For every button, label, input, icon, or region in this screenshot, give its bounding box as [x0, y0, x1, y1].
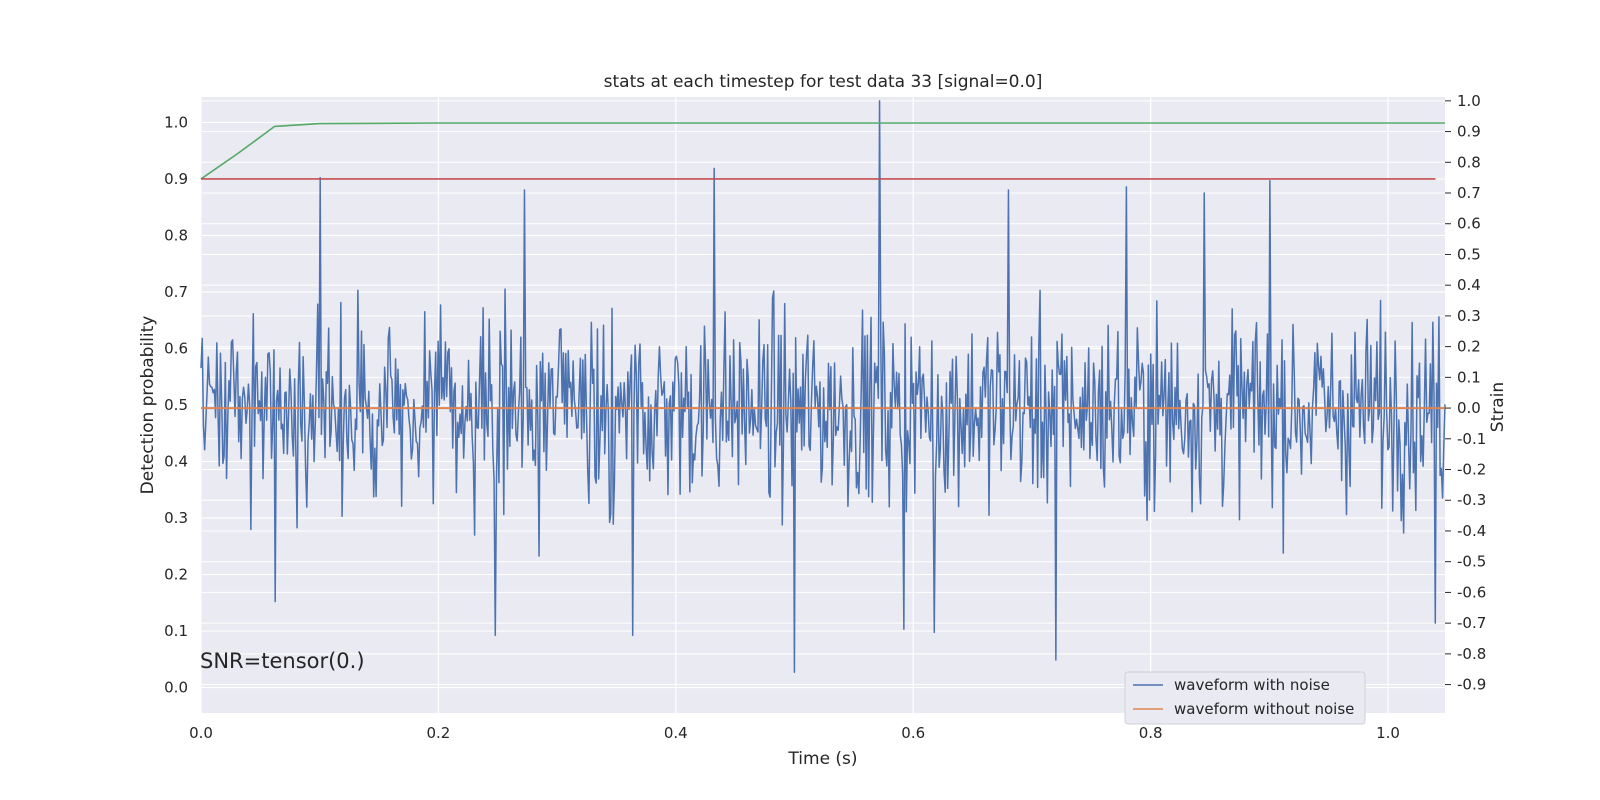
y-tick-label: 0.4 [164, 453, 188, 471]
y-right-tick-label: -0.3 [1457, 491, 1486, 509]
x-tick-label: 1.0 [1376, 724, 1400, 742]
y-right-tick-label: 0.7 [1457, 184, 1481, 202]
y-tick-label: 0.1 [164, 622, 188, 640]
y-right-tick-label: 0.9 [1457, 123, 1481, 141]
x-tick-label: 0.0 [189, 724, 213, 742]
y-tick-label: 0.2 [164, 566, 188, 584]
y-tick-label: 0.9 [164, 170, 188, 188]
x-tick-label: 0.6 [901, 724, 925, 742]
y-right-tick-label: 0.8 [1457, 153, 1481, 171]
x-tick-label: 0.8 [1139, 724, 1163, 742]
series-detection-probability [200, 122, 1445, 180]
snr-annotation: SNR=tensor(0.) [200, 649, 365, 673]
y-right-tick-label: 0.2 [1457, 338, 1481, 356]
legend-box [1124, 671, 1366, 725]
y-right-tick-label: -0.8 [1457, 645, 1486, 663]
y-right-tick-label: 0.0 [1457, 399, 1481, 417]
tick-labels: 0.0 0.2 0.4 0.6 0.8 1.0 0.0 0.1 0.2 0.3 0.4 0.5 0.6 0… [164, 92, 1486, 742]
x-tick-label: 0.4 [664, 724, 688, 742]
y-tick-label: 0.7 [164, 283, 188, 301]
legend-label-noise: waveform with noise [1174, 676, 1330, 694]
y-right-tick-label: -0.1 [1457, 430, 1486, 448]
y-right-tick-label: -0.4 [1457, 522, 1486, 540]
y-axis-right-label: Strain [1488, 382, 1508, 432]
y-tick-label: 0.5 [164, 396, 188, 414]
y-right-tick-label: -0.2 [1457, 461, 1486, 479]
y-right-tick-label: -0.9 [1457, 676, 1486, 694]
y-tick-label: 0.3 [164, 509, 188, 527]
y-right-tick-label: -0.7 [1457, 614, 1486, 632]
legend: waveform with noise waveform without noi… [1124, 671, 1366, 725]
y-right-tick-label: 0.6 [1457, 215, 1481, 233]
x-axis-label: Time (s) [787, 749, 857, 769]
y-right-tick-label: 0.3 [1457, 307, 1481, 325]
y-right-tick-label: -0.5 [1457, 553, 1486, 571]
y-right-tick-label: 0.1 [1457, 368, 1481, 386]
y-right-tick-label: 1.0 [1457, 92, 1481, 110]
y-right-tick-label: -0.6 [1457, 583, 1486, 601]
y-tick-label: 0.8 [164, 226, 188, 244]
y-tick-label: 0.0 [164, 679, 188, 697]
series-group [200, 100, 1446, 674]
y-right-tick-label: 0.4 [1457, 276, 1481, 294]
chart-title: stats at each timestep for test data 33 … [604, 72, 1043, 92]
legend-label-clean: waveform without noise [1174, 700, 1354, 718]
y-tick-label: 1.0 [164, 113, 188, 131]
y-axis-label: Detection probability [138, 316, 158, 495]
y-right-tick-label: 0.5 [1457, 245, 1481, 263]
y-tick-label: 0.6 [164, 339, 188, 357]
x-tick-label: 0.2 [426, 724, 450, 742]
